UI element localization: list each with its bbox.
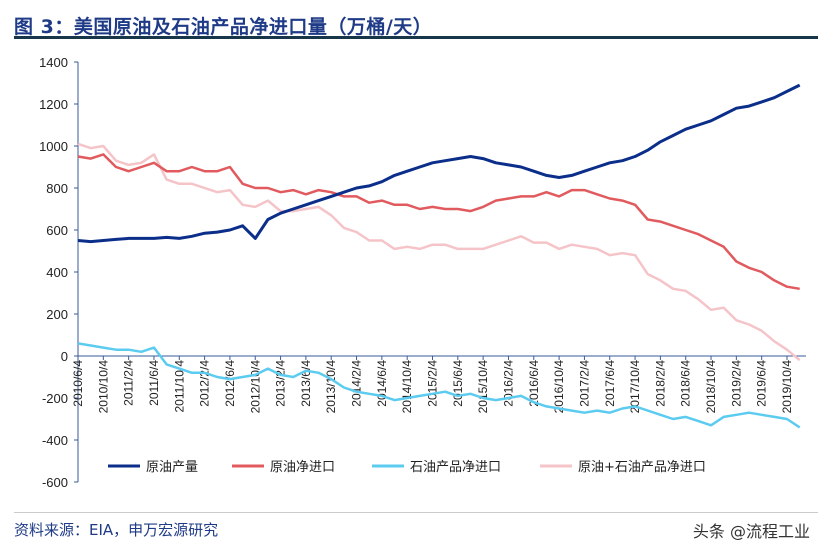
x-tick-label: 2010/6/4 — [71, 360, 85, 407]
series-line-1 — [77, 153, 800, 291]
x-tick-label: 2016/2/4 — [501, 360, 515, 407]
series-line-3 — [77, 142, 801, 362]
y-tick-label: -200 — [42, 391, 68, 406]
x-tick-label: 2011/10/4 — [172, 360, 186, 413]
legend-item: 原油产量 — [108, 460, 198, 475]
x-tick-label: 2018/10/4 — [704, 360, 718, 414]
x-tick-label: 2015/2/4 — [426, 360, 440, 407]
series-line-2 — [77, 342, 801, 429]
legend-label: 原油产量 — [146, 460, 198, 475]
y-tick-label: -600 — [42, 475, 68, 490]
legend-item: 石油产品净进口 — [372, 460, 501, 475]
legend-label: 原油净进口 — [270, 460, 335, 475]
y-tick-label: 1200 — [39, 97, 68, 112]
x-tick-label: 2014/10/4 — [400, 360, 414, 414]
y-tick-label: 0 — [61, 349, 68, 364]
x-tick-label: 2015/6/4 — [451, 360, 465, 407]
x-tick-label: 2012/2/4 — [198, 360, 212, 407]
series-line-0 — [77, 83, 801, 244]
x-tick-label: 2018/6/4 — [679, 360, 693, 407]
x-tick-label: 2011/6/4 — [147, 360, 161, 406]
legend-item: 原油+石油产品净进口 — [540, 460, 706, 475]
figure-title: 图 3：美国原油及石油产品净进口量（万桶/天） — [14, 16, 433, 38]
x-tick-label: 2013/10/4 — [324, 360, 338, 414]
source-note: 资料来源：EIA，申万宏源研究 — [14, 521, 219, 539]
x-tick-label: 2016/6/4 — [527, 360, 541, 407]
x-tick-label: 2011/2/4 — [122, 360, 136, 406]
y-tick-label: -400 — [42, 433, 68, 448]
line-chart: -600 -400 -200 0 200 400 600 800 1000 1200 1400 201… — [39, 55, 806, 490]
title-underline — [14, 36, 818, 39]
x-tick-label: 2014/6/4 — [375, 360, 389, 407]
x-tick-label: 2013/2/4 — [274, 360, 288, 407]
x-tick-label: 2017/2/4 — [577, 360, 591, 407]
legend-label: 石油产品净进口 — [410, 460, 501, 475]
y-tick-label: 600 — [46, 223, 68, 238]
x-tick-label: 2015/10/4 — [476, 360, 490, 414]
legend-item: 原油净进口 — [232, 460, 335, 475]
x-tick-label: 2016/10/4 — [552, 360, 566, 414]
x-tick-label: 2013/6/4 — [299, 360, 313, 407]
legend-label: 原油+石油产品净进口 — [578, 460, 706, 475]
y-tick-label: 800 — [46, 181, 68, 196]
x-tick-label: 2017/6/4 — [603, 360, 617, 407]
x-tick-label: 2018/2/4 — [653, 360, 667, 407]
x-tick-label: 2019/10/4 — [780, 360, 794, 414]
y-tick-label: 200 — [46, 307, 68, 322]
footer-divider — [14, 512, 818, 513]
y-tick-label: 1000 — [39, 139, 68, 154]
y-tick-label: 400 — [46, 265, 68, 280]
x-tick-label: 2010/10/4 — [96, 360, 110, 414]
x-tick-label: 2019/6/4 — [755, 360, 769, 407]
y-tick-label: 1400 — [39, 55, 68, 70]
x-tick-label: 2012/6/4 — [223, 360, 237, 407]
watermark: 头条 @流程工业 — [692, 522, 810, 541]
x-tick-label: 2017/10/4 — [628, 360, 642, 414]
x-tick-label: 2019/2/4 — [729, 360, 743, 407]
x-tick-label: 2014/2/4 — [350, 360, 364, 407]
x-tick-label: 2012/10/4 — [248, 360, 262, 414]
